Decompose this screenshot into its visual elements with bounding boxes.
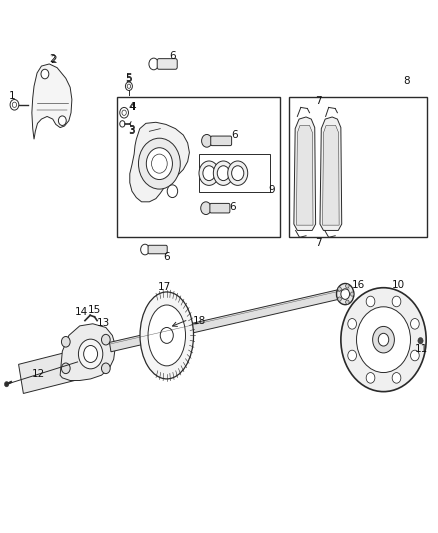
Circle shape: [232, 166, 244, 181]
Text: 6: 6: [230, 202, 236, 212]
Circle shape: [346, 284, 349, 288]
Text: 11: 11: [415, 344, 428, 354]
Text: 5: 5: [126, 72, 132, 83]
Circle shape: [141, 244, 149, 255]
Circle shape: [336, 284, 354, 305]
Circle shape: [338, 287, 341, 291]
Text: 6: 6: [163, 252, 170, 262]
Polygon shape: [322, 125, 339, 225]
FancyBboxPatch shape: [211, 136, 232, 146]
Circle shape: [61, 336, 70, 347]
Text: 8: 8: [403, 76, 410, 86]
Text: 4: 4: [129, 102, 135, 112]
Circle shape: [160, 327, 173, 343]
Circle shape: [418, 337, 423, 344]
Circle shape: [125, 82, 132, 91]
Text: 12: 12: [32, 369, 45, 378]
Circle shape: [102, 334, 110, 345]
Ellipse shape: [148, 305, 186, 366]
Circle shape: [120, 108, 128, 118]
Circle shape: [213, 161, 233, 185]
Text: 17: 17: [158, 281, 171, 292]
Text: 13: 13: [97, 318, 110, 328]
Circle shape: [203, 166, 215, 181]
Circle shape: [4, 382, 9, 387]
Circle shape: [338, 297, 341, 301]
Text: 2: 2: [50, 55, 57, 64]
Circle shape: [392, 296, 401, 307]
Bar: [199, 154, 270, 192]
Circle shape: [217, 166, 230, 181]
Text: 7: 7: [315, 238, 321, 248]
Circle shape: [346, 300, 349, 304]
Circle shape: [348, 350, 357, 361]
Polygon shape: [320, 117, 342, 230]
Text: 15: 15: [88, 305, 101, 315]
Bar: [117, 97, 280, 237]
Circle shape: [167, 185, 178, 198]
Bar: [289, 97, 427, 237]
Text: 1: 1: [9, 91, 16, 101]
Circle shape: [41, 69, 49, 79]
Circle shape: [392, 373, 401, 383]
Text: 6: 6: [169, 51, 176, 61]
FancyBboxPatch shape: [210, 204, 230, 213]
Ellipse shape: [140, 292, 194, 379]
Polygon shape: [60, 324, 116, 381]
Circle shape: [357, 307, 410, 373]
Polygon shape: [32, 64, 72, 139]
Text: 10: 10: [392, 280, 405, 290]
Circle shape: [146, 148, 173, 180]
Circle shape: [102, 363, 110, 374]
Circle shape: [10, 100, 19, 110]
Text: 14: 14: [74, 307, 88, 317]
Text: 9: 9: [269, 185, 276, 195]
Circle shape: [120, 120, 125, 127]
FancyBboxPatch shape: [148, 245, 167, 254]
Circle shape: [199, 161, 219, 185]
Circle shape: [410, 350, 419, 361]
Text: 3: 3: [129, 125, 135, 135]
Circle shape: [84, 345, 98, 362]
Text: 7: 7: [315, 96, 321, 106]
Text: 6: 6: [231, 130, 237, 140]
Circle shape: [201, 202, 211, 215]
Text: 3: 3: [128, 126, 134, 136]
Circle shape: [350, 292, 354, 296]
Polygon shape: [294, 117, 316, 230]
Circle shape: [378, 333, 389, 346]
Circle shape: [61, 363, 70, 374]
Text: 18: 18: [193, 316, 206, 326]
Text: 4: 4: [130, 102, 136, 112]
Text: 16: 16: [352, 280, 365, 290]
Circle shape: [78, 339, 103, 369]
Circle shape: [348, 319, 357, 329]
Circle shape: [58, 116, 66, 125]
Circle shape: [201, 134, 212, 147]
Circle shape: [366, 373, 375, 383]
Circle shape: [228, 161, 248, 185]
Circle shape: [138, 138, 180, 189]
Text: 2: 2: [49, 54, 56, 63]
Circle shape: [341, 288, 426, 392]
Circle shape: [410, 319, 419, 329]
Circle shape: [366, 296, 375, 307]
Circle shape: [149, 58, 159, 70]
Circle shape: [373, 326, 394, 353]
Polygon shape: [297, 125, 313, 225]
Polygon shape: [110, 287, 350, 352]
Circle shape: [341, 289, 350, 300]
Text: 5: 5: [126, 74, 132, 84]
Polygon shape: [18, 350, 80, 393]
Polygon shape: [130, 122, 189, 202]
FancyBboxPatch shape: [157, 59, 177, 69]
